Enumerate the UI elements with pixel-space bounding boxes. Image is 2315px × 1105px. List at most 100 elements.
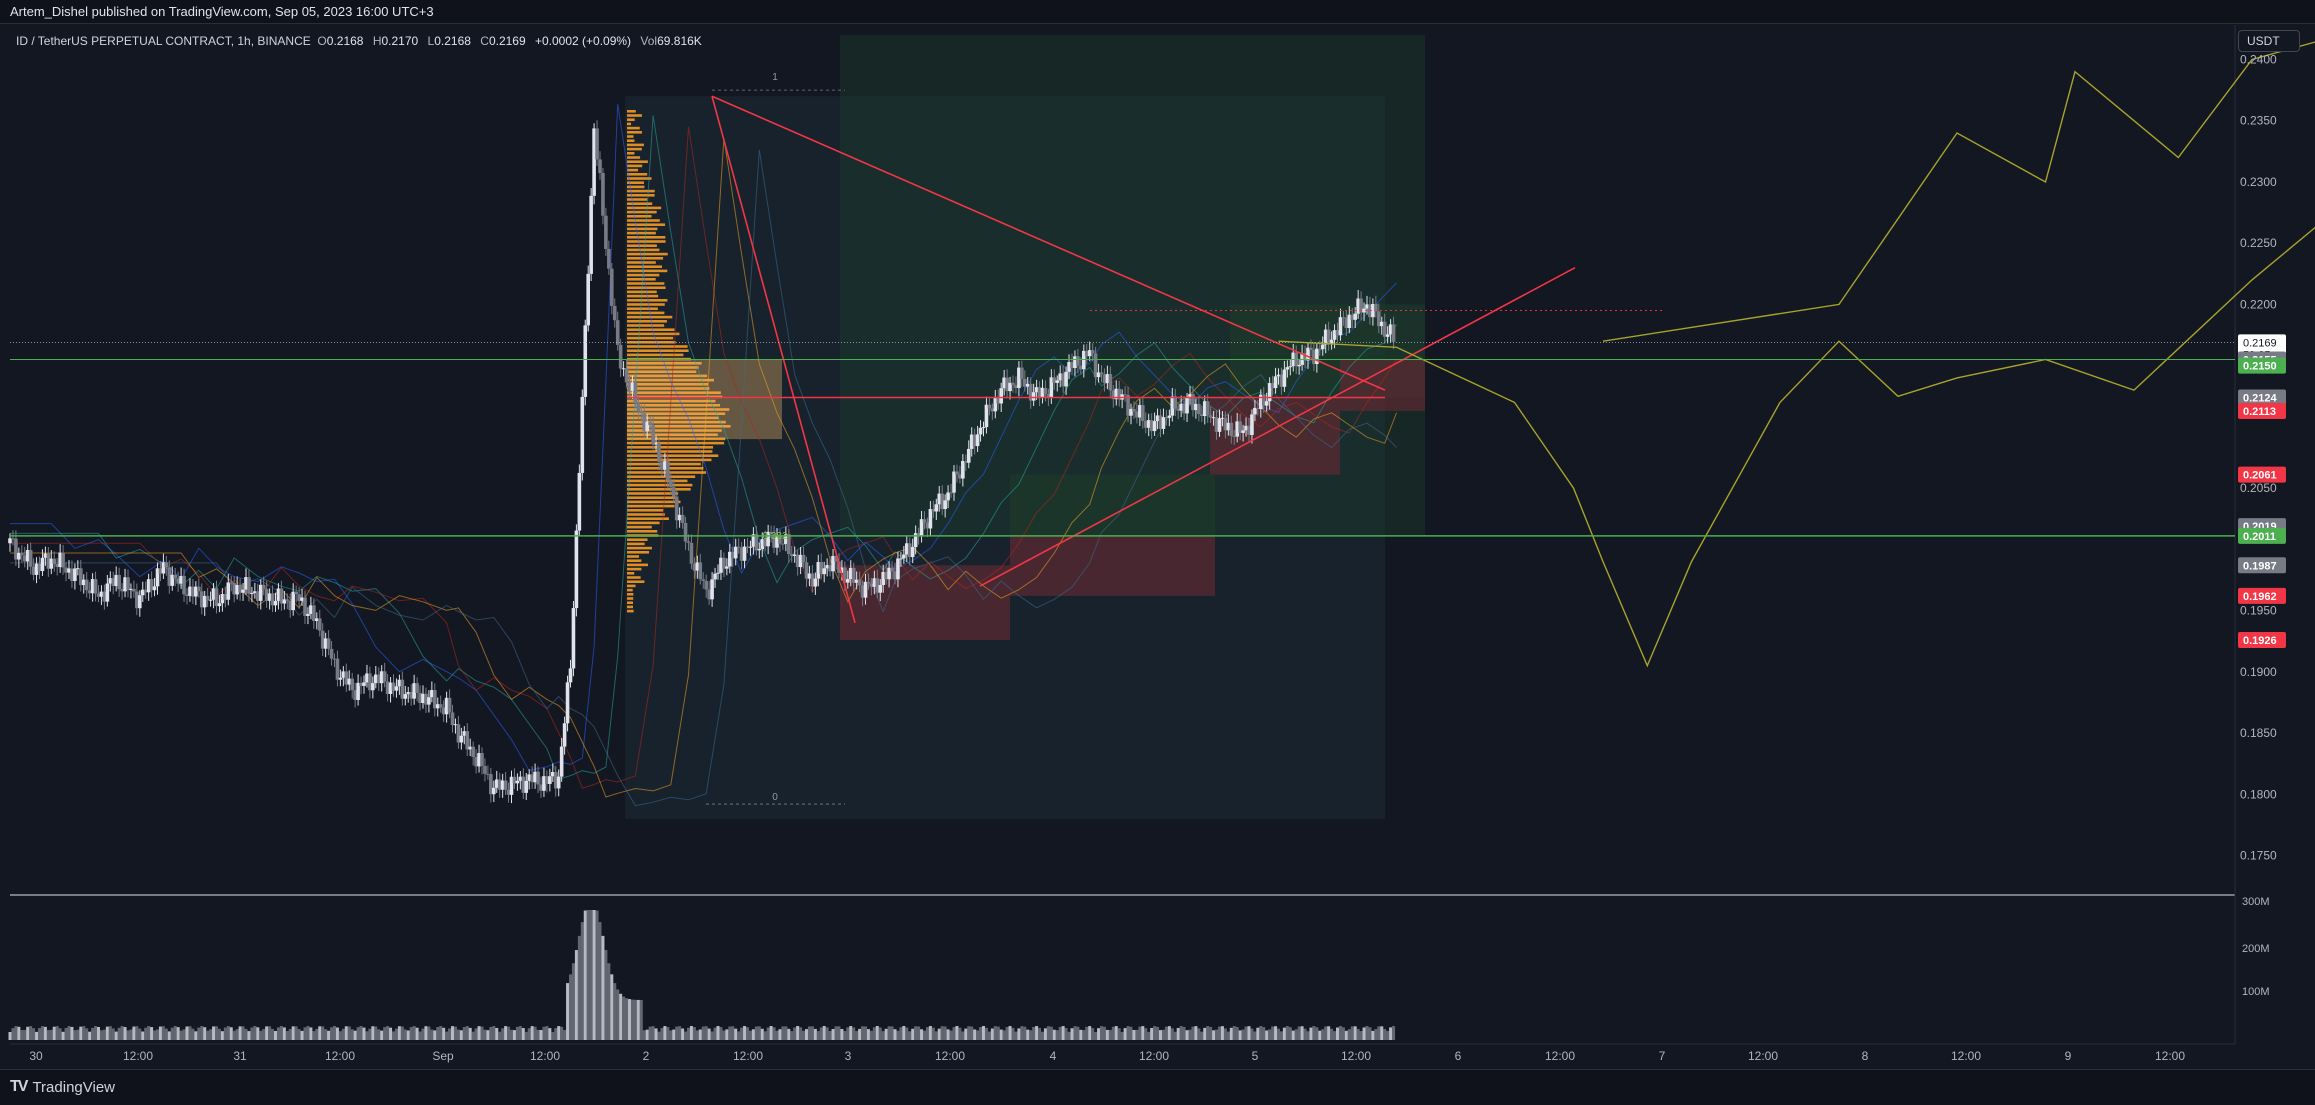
volume-bar: [522, 1028, 525, 1040]
candle-body: [294, 592, 298, 594]
candle-body: [1109, 374, 1113, 390]
time-tick-label: 12:00: [1951, 1049, 1981, 1063]
volume-bar: [613, 983, 616, 1040]
volume-bar: [1006, 1027, 1009, 1040]
volume-bar: [292, 1026, 295, 1040]
volume-bar: [424, 1026, 427, 1040]
volume-bar: [1177, 1028, 1180, 1040]
volume-bar: [976, 1030, 979, 1040]
tradingview-mark-icon: TV: [10, 1078, 26, 1096]
volume-bar: [478, 1026, 481, 1040]
price-tick-label: 0.2050: [2240, 481, 2277, 495]
volume-bar: [787, 1029, 790, 1040]
volume-bar: [1265, 1031, 1268, 1040]
volume-bar: [106, 1027, 109, 1040]
profile-row: [627, 270, 667, 273]
volume-bar: [545, 1026, 548, 1040]
volume-bar: [1079, 1030, 1082, 1040]
candle-body: [982, 427, 986, 428]
volume-bar: [475, 1028, 478, 1040]
candle-body: [1286, 367, 1290, 369]
profile-row: [627, 202, 652, 205]
symbol-title[interactable]: ID / TetherUS PERPETUAL CONTRACT, 1h, BI…: [16, 34, 311, 48]
volume-bar: [371, 1026, 374, 1040]
volume-bar: [1106, 1030, 1109, 1040]
volume-bar: [23, 1030, 26, 1040]
volume-bar: [1171, 1028, 1174, 1040]
volume-bar: [554, 1028, 557, 1040]
time-tick-label: 3: [845, 1049, 852, 1063]
candle-body: [625, 368, 629, 382]
volume-bar: [1162, 1030, 1165, 1040]
price-badge-value: 0.2011: [2243, 531, 2276, 543]
volume-bar: [802, 1031, 805, 1040]
volume-bar: [65, 1028, 68, 1040]
volume-bar: [814, 1029, 817, 1040]
volume-bar: [1144, 1028, 1147, 1040]
volume-bar: [1165, 1027, 1168, 1040]
candle-body: [566, 682, 570, 723]
volume-bar: [979, 1027, 982, 1040]
volume-bar: [419, 1031, 422, 1040]
volume-bar: [271, 1029, 274, 1040]
volume-bar: [1227, 1032, 1230, 1040]
volume-bar: [1304, 1029, 1307, 1040]
volume-bar: [961, 1031, 964, 1040]
price-tick-label: 0.2250: [2240, 236, 2277, 250]
candle-body: [197, 587, 201, 592]
volume-bar: [879, 1028, 882, 1040]
volume-bar: [1374, 1029, 1377, 1040]
profile-row: [627, 589, 633, 592]
candle-body: [247, 577, 251, 594]
volume-bar: [50, 1030, 53, 1040]
profile-row: [627, 328, 675, 331]
volume-bar: [861, 1026, 864, 1040]
price-badge-value: 0.1987: [2243, 560, 2277, 572]
candle-body: [291, 592, 295, 610]
volume-bar: [1138, 1027, 1141, 1040]
stop-zone-4: [1340, 360, 1425, 411]
candle-body: [710, 579, 714, 599]
candle-body: [846, 579, 850, 583]
volume-bar: [224, 1028, 227, 1040]
volume-bar: [702, 1027, 705, 1040]
volume-bar: [188, 1026, 191, 1040]
volume-bar: [386, 1026, 389, 1040]
volume-bar: [132, 1027, 135, 1040]
currency-button[interactable]: USDT: [2238, 30, 2300, 52]
volume-bar: [778, 1029, 781, 1040]
candle-body: [1250, 414, 1254, 435]
volume-bar: [466, 1026, 469, 1040]
profile-row: [627, 316, 672, 319]
profile-row: [627, 610, 634, 613]
volume-bar: [1368, 1027, 1371, 1040]
profile-row: [627, 446, 713, 449]
price-badge-value: 0.2150: [2243, 361, 2277, 373]
candle-body: [327, 638, 331, 648]
volume-bar: [932, 1028, 935, 1040]
candle-body: [589, 196, 593, 274]
volume-bar: [666, 1027, 669, 1040]
volume-bar: [1371, 1031, 1374, 1040]
profile-row: [627, 207, 661, 210]
volume-bar: [1259, 1026, 1262, 1040]
candle-body: [262, 585, 266, 589]
tradingview-logo[interactable]: TV TradingView: [10, 1078, 115, 1096]
volume-bar: [534, 1027, 537, 1040]
volume-bar: [885, 1029, 888, 1040]
volume-bar: [250, 1027, 253, 1040]
candle-body: [106, 584, 110, 602]
volume-bar: [669, 1030, 672, 1040]
candle-body: [182, 576, 186, 594]
volume-bar: [578, 936, 581, 1040]
candle-body: [1091, 350, 1095, 353]
volume-bar: [905, 1028, 908, 1040]
volume-bar: [764, 1031, 767, 1040]
volume-bar: [755, 1026, 758, 1040]
profile-row: [627, 454, 718, 457]
volume-bar: [330, 1027, 333, 1040]
volume-bar: [407, 1031, 410, 1040]
volume-bar: [68, 1026, 71, 1040]
